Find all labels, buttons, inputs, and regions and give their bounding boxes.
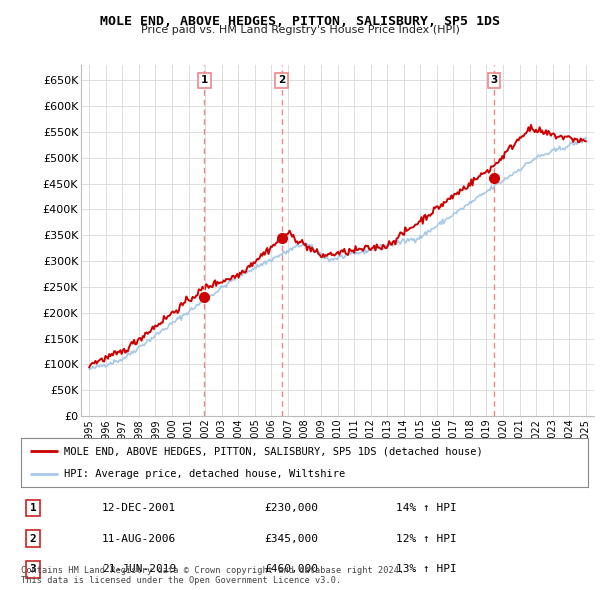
Text: 2: 2 [29,534,37,543]
Text: 1: 1 [29,503,37,513]
Text: £230,000: £230,000 [264,503,318,513]
Text: MOLE END, ABOVE HEDGES, PITTON, SALISBURY, SP5 1DS (detached house): MOLE END, ABOVE HEDGES, PITTON, SALISBUR… [64,447,482,457]
Text: 14% ↑ HPI: 14% ↑ HPI [396,503,457,513]
Text: Contains HM Land Registry data © Crown copyright and database right 2024.
This d: Contains HM Land Registry data © Crown c… [21,566,404,585]
Text: 1: 1 [200,76,208,86]
Text: 12-DEC-2001: 12-DEC-2001 [102,503,176,513]
Text: 3: 3 [29,565,37,574]
Text: 3: 3 [491,76,498,86]
Text: £345,000: £345,000 [264,534,318,543]
Text: HPI: Average price, detached house, Wiltshire: HPI: Average price, detached house, Wilt… [64,468,345,478]
Text: Price paid vs. HM Land Registry's House Price Index (HPI): Price paid vs. HM Land Registry's House … [140,25,460,35]
Text: 21-JUN-2019: 21-JUN-2019 [102,565,176,574]
Text: 11-AUG-2006: 11-AUG-2006 [102,534,176,543]
Text: 13% ↑ HPI: 13% ↑ HPI [396,565,457,574]
Text: £460,000: £460,000 [264,565,318,574]
Text: 12% ↑ HPI: 12% ↑ HPI [396,534,457,543]
Text: 2: 2 [278,76,285,86]
Text: MOLE END, ABOVE HEDGES, PITTON, SALISBURY, SP5 1DS: MOLE END, ABOVE HEDGES, PITTON, SALISBUR… [100,15,500,28]
